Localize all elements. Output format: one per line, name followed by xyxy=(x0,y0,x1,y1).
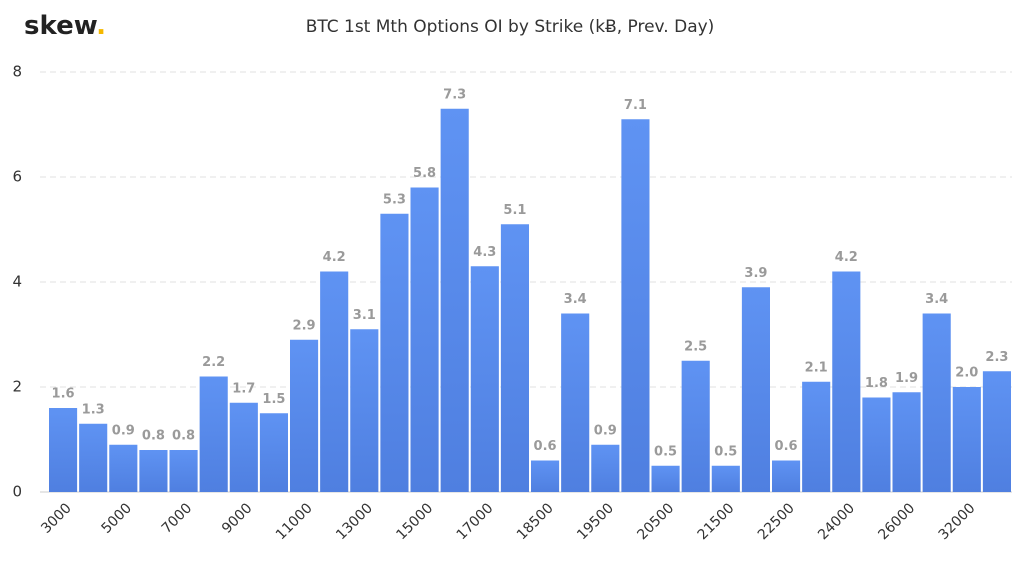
brand-dot: . xyxy=(96,11,106,41)
value-label: 2.0 xyxy=(955,366,978,381)
x-tick-label: 18500 xyxy=(514,500,557,543)
bar xyxy=(350,329,379,492)
brand: skew. xyxy=(24,11,106,41)
bar xyxy=(591,444,620,492)
value-label: 0.6 xyxy=(775,439,798,454)
value-label: 0.6 xyxy=(534,439,557,454)
bar xyxy=(139,450,168,492)
bar xyxy=(681,360,710,492)
y-tick-label: 8 xyxy=(12,63,22,81)
bar xyxy=(440,108,469,492)
value-label: 0.8 xyxy=(172,429,195,444)
bar xyxy=(320,271,349,492)
bar xyxy=(109,444,138,492)
bar xyxy=(79,423,108,492)
bar xyxy=(952,387,981,492)
value-label: 0.9 xyxy=(112,423,135,438)
bar xyxy=(531,460,560,492)
value-label: 2.5 xyxy=(684,339,707,354)
value-label: 2.2 xyxy=(202,355,225,370)
bar xyxy=(169,450,198,492)
bar xyxy=(500,224,529,492)
x-tick-label: 24000 xyxy=(815,500,858,543)
value-label: 7.3 xyxy=(443,87,466,102)
bar xyxy=(772,460,801,492)
x-tick-label: 13000 xyxy=(333,500,376,543)
y-tick-label: 2 xyxy=(12,378,22,396)
x-tick-label: 3000 xyxy=(38,500,75,537)
value-label: 7.1 xyxy=(624,98,647,113)
x-tick-label: 26000 xyxy=(875,500,918,543)
value-label: 1.8 xyxy=(865,376,888,391)
x-tick-label: 17000 xyxy=(454,500,497,543)
value-label: 4.2 xyxy=(835,250,858,265)
bar xyxy=(199,376,228,492)
bar xyxy=(651,465,680,492)
value-label: 0.8 xyxy=(142,429,165,444)
value-label: 2.9 xyxy=(293,318,316,333)
x-tick-label: 20500 xyxy=(634,500,677,543)
value-label: 1.7 xyxy=(232,381,255,396)
value-label: 5.3 xyxy=(383,192,406,207)
bar xyxy=(259,413,288,492)
bar xyxy=(892,392,921,492)
bar xyxy=(380,213,409,492)
value-label: 1.5 xyxy=(262,392,285,407)
brand-text: skew xyxy=(24,11,98,41)
x-tick-label: 19500 xyxy=(574,500,617,543)
value-label: 1.9 xyxy=(895,371,918,386)
bar xyxy=(561,313,590,492)
x-tick-label: 5000 xyxy=(98,500,135,537)
x-tick-label: 11000 xyxy=(273,500,316,543)
value-label: 0.9 xyxy=(594,423,617,438)
bar xyxy=(290,339,319,492)
value-label: 3.4 xyxy=(925,292,948,307)
bar xyxy=(922,313,951,492)
bar xyxy=(862,397,891,492)
bar xyxy=(832,271,861,492)
bar xyxy=(711,465,740,492)
value-label: 4.3 xyxy=(473,245,496,260)
y-tick-label: 0 xyxy=(12,483,22,501)
value-label: 0.5 xyxy=(654,444,677,459)
value-label: 2.3 xyxy=(985,350,1008,365)
x-tick-label: 21500 xyxy=(695,500,738,543)
value-label: 1.3 xyxy=(82,402,105,417)
x-tick-label: 7000 xyxy=(159,500,196,537)
bar xyxy=(802,381,831,492)
bar xyxy=(621,119,650,492)
y-tick-label: 4 xyxy=(12,273,22,291)
x-tick-label: 9000 xyxy=(219,500,256,537)
y-tick-label: 6 xyxy=(12,168,22,186)
value-label: 5.8 xyxy=(413,166,436,181)
bar xyxy=(49,408,78,492)
bar xyxy=(982,371,1011,492)
x-tick-label: 22500 xyxy=(755,500,798,543)
chart-title: BTC 1st Mth Options OI by Strike (kɃ, Pr… xyxy=(306,17,715,37)
value-label: 5.1 xyxy=(503,203,526,218)
bar xyxy=(470,266,499,492)
value-label: 4.2 xyxy=(323,250,346,265)
x-tick-label: 32000 xyxy=(936,500,979,543)
bar xyxy=(410,187,439,492)
bar xyxy=(741,287,770,492)
value-label: 3.4 xyxy=(564,292,587,307)
value-label: 3.9 xyxy=(744,266,767,281)
value-label: 2.1 xyxy=(805,360,828,375)
value-label: 0.5 xyxy=(714,444,737,459)
value-label: 3.1 xyxy=(353,308,376,323)
x-tick-label: 15000 xyxy=(393,500,436,543)
value-label: 1.6 xyxy=(52,387,75,402)
bar xyxy=(229,402,258,492)
